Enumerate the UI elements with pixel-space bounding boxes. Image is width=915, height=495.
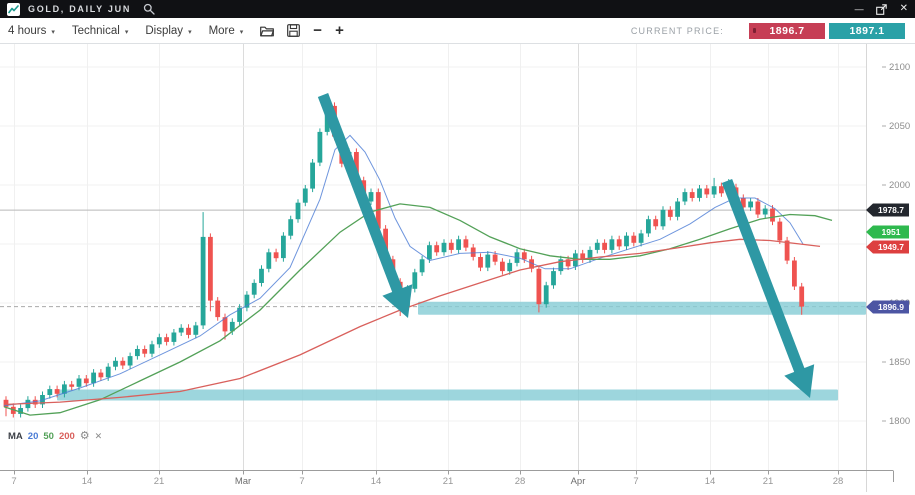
minimize-icon[interactable]: — (854, 4, 864, 14)
zoom-in-icon[interactable]: + (335, 21, 344, 39)
chevron-down-icon: ▾ (124, 28, 129, 36)
svg-text:7: 7 (299, 476, 304, 487)
more-label: More (208, 24, 235, 37)
svg-text:1951: 1951 (882, 227, 901, 237)
candles-layer (3, 94, 805, 418)
svg-text:1800: 1800 (889, 416, 910, 427)
close-icon[interactable]: ✕ (899, 3, 908, 14)
open-chart-folder-icon[interactable] (260, 25, 275, 37)
support-bands-layer (57, 301, 866, 401)
app-logo-icon (7, 2, 20, 16)
toolbar-icons: − + (260, 21, 344, 39)
technical-dropdown[interactable]: Technical ▾ (72, 25, 128, 37)
remove-indicator-icon[interactable]: ✕ (94, 431, 103, 441)
symbol-title: GOLD, DAILY JUN (28, 4, 132, 14)
chevron-down-icon: ▾ (188, 28, 192, 36)
search-icon[interactable] (143, 3, 155, 15)
svg-text:14: 14 (82, 476, 93, 487)
svg-text:1949.7: 1949.7 (878, 242, 904, 252)
svg-text:28: 28 (515, 476, 526, 487)
svg-text:7: 7 (11, 476, 16, 487)
current-price-badges: 1896.7 1897.1 (749, 22, 905, 39)
chart-toolbar: 4 hours ▾ Technical ▾ Display ▾ More ▾ (0, 18, 915, 44)
axes-layer: 71421Mar7142128Apr7142128210020502000190… (0, 44, 910, 492)
more-dropdown[interactable]: More ▾ (209, 25, 244, 37)
zoom-out-icon[interactable]: − (313, 21, 323, 39)
svg-text:21: 21 (154, 476, 165, 487)
bid-price-badge[interactable]: 1896.7 (749, 22, 825, 39)
svg-text:1978.7: 1978.7 (878, 205, 904, 215)
svg-text:21: 21 (763, 476, 774, 487)
svg-text:1896.9: 1896.9 (878, 302, 904, 312)
window-controls: — ✕ (855, 4, 908, 15)
save-icon[interactable] (287, 24, 301, 37)
ma20-period-label: 20 (27, 431, 39, 442)
timeframe-label: 4 hours (8, 24, 47, 37)
svg-text:7: 7 (633, 476, 638, 487)
ma-indicator-legend: MA 20 50 200 ⚙ ✕ (8, 430, 103, 443)
price-tick-dot (753, 27, 756, 33)
timeframe-dropdown[interactable]: 4 hours ▾ (8, 25, 55, 37)
svg-text:1850: 1850 (889, 357, 910, 368)
svg-text:2050: 2050 (889, 121, 910, 132)
trend-arrows-layer (317, 93, 815, 398)
price-tags-layer: 1978.7 1951 1949.7 1896.9 (866, 203, 909, 314)
svg-text:Mar: Mar (235, 476, 251, 487)
ma200-period-label: 200 (58, 431, 75, 442)
chevron-down-icon: ▾ (51, 28, 55, 36)
chart-area: 71421Mar7142128Apr7142128210020502000190… (0, 44, 915, 495)
price-chart[interactable]: 71421Mar7142128Apr7142128210020502000190… (0, 44, 915, 495)
display-dropdown[interactable]: Display ▾ (145, 25, 191, 37)
svg-text:2100: 2100 (889, 62, 910, 73)
svg-text:14: 14 (705, 476, 716, 487)
svg-text:14: 14 (371, 476, 382, 487)
ma-legend-label: MA (8, 431, 23, 442)
title-bar: GOLD, DAILY JUN — ✕ (0, 0, 915, 18)
popout-icon[interactable] (875, 3, 887, 15)
current-price-label: CURRENT PRICE: (630, 25, 724, 36)
svg-text:28: 28 (833, 476, 844, 487)
svg-text:21: 21 (443, 476, 454, 487)
grid-layer (0, 44, 866, 470)
ma50-line (3, 203, 833, 416)
ma50-period-label: 50 (43, 431, 54, 442)
ma20-line (3, 134, 804, 407)
svg-text:Apr: Apr (571, 476, 586, 487)
ma200-line (3, 238, 821, 406)
svg-text:2000: 2000 (889, 180, 910, 191)
technical-label: Technical (71, 24, 120, 37)
gear-icon[interactable]: ⚙ (79, 430, 90, 442)
ask-price-badge[interactable]: 1897.1 (829, 22, 905, 39)
chevron-down-icon: ▾ (239, 28, 244, 36)
display-label: Display (145, 24, 184, 37)
